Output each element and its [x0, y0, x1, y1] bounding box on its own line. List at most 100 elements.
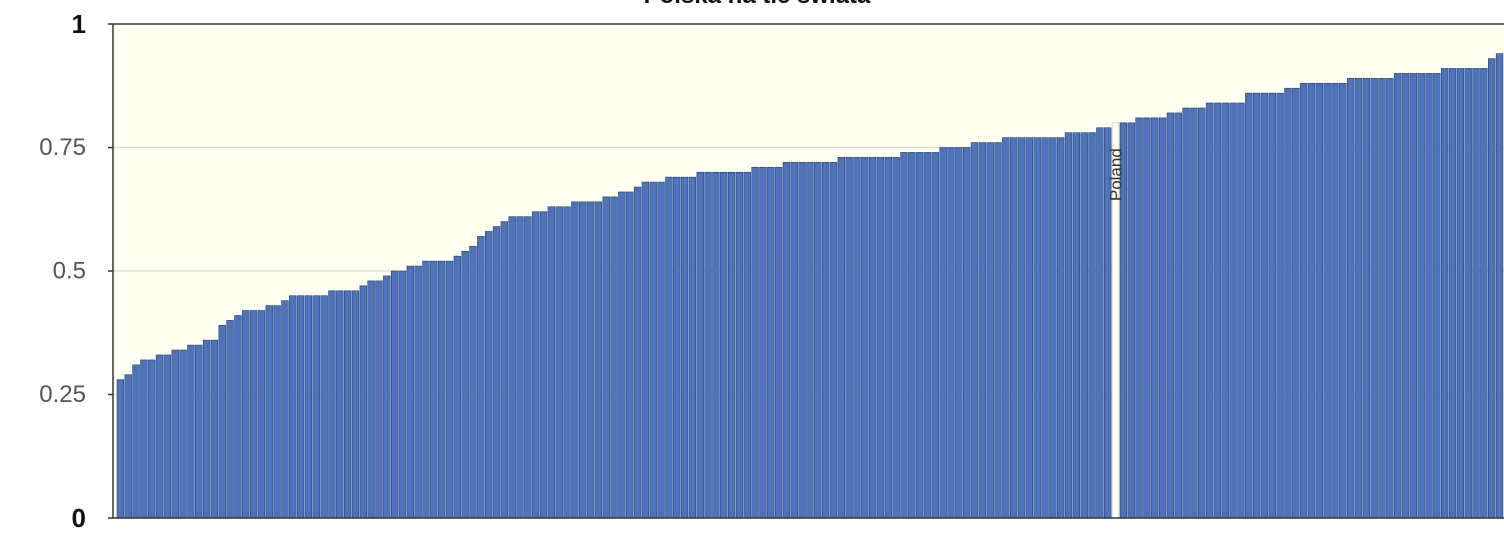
- bar: [453, 255, 461, 519]
- bar: [430, 260, 438, 519]
- bar: [320, 295, 328, 519]
- bar: [1456, 68, 1465, 519]
- bar: [390, 270, 399, 519]
- bar: [963, 147, 971, 519]
- bar: [226, 320, 234, 519]
- bar: [931, 152, 940, 519]
- bar: [1049, 137, 1057, 519]
- bar: [688, 176, 697, 519]
- bar: [1276, 92, 1284, 519]
- y-tick-label: 1: [72, 9, 86, 39]
- bar: [994, 142, 1002, 519]
- bar: [579, 201, 587, 519]
- bar: [477, 236, 485, 519]
- bar: [281, 300, 289, 519]
- bar: [304, 295, 313, 519]
- bar: [1268, 92, 1276, 519]
- y-tick-labels: 0 0.25 0.5 0.75 1: [39, 9, 86, 533]
- bar: [1041, 137, 1049, 519]
- bar: [947, 147, 955, 519]
- bar: [829, 162, 838, 519]
- bar: [336, 290, 344, 519]
- bar: [273, 305, 281, 519]
- bar: [978, 142, 987, 519]
- bar: [774, 166, 783, 519]
- bar: [1409, 73, 1418, 519]
- bar: [1346, 78, 1355, 519]
- bar: [915, 152, 924, 519]
- bar: [249, 310, 258, 519]
- bar: [649, 181, 657, 519]
- bar: [1441, 68, 1449, 519]
- bar: [1425, 73, 1433, 519]
- bar: [900, 152, 908, 519]
- bar: [351, 290, 360, 519]
- bar: [1464, 68, 1472, 519]
- bars: [116, 53, 1504, 519]
- annotations: Poland: [1107, 148, 1126, 201]
- bar: [155, 354, 164, 519]
- bar: [892, 157, 900, 519]
- bar: [1080, 132, 1088, 519]
- bar: [594, 201, 603, 519]
- bar: [696, 171, 704, 519]
- bar: [124, 374, 132, 519]
- bar: [296, 295, 305, 519]
- bar: [469, 246, 477, 519]
- bar: [1299, 82, 1308, 519]
- bar: [484, 231, 493, 519]
- bar: [1448, 68, 1457, 519]
- bar: [445, 260, 454, 519]
- bar: [1025, 137, 1034, 519]
- bar: [1229, 102, 1237, 519]
- bar: [383, 275, 391, 519]
- bar: [1064, 132, 1073, 519]
- bar: [289, 295, 297, 519]
- bar: [1072, 132, 1081, 519]
- bar: [610, 196, 618, 519]
- bar: [375, 280, 383, 519]
- bar: [1339, 82, 1347, 519]
- bar: [555, 206, 563, 519]
- bar: [1221, 102, 1229, 519]
- bar: [1331, 82, 1339, 519]
- bar: [798, 162, 806, 519]
- bar: [1323, 82, 1331, 519]
- bar: [563, 206, 571, 519]
- bar: [508, 216, 516, 519]
- bar: [1010, 137, 1018, 519]
- bar: [571, 201, 579, 519]
- bar: [673, 176, 681, 519]
- bar: [1182, 107, 1190, 519]
- bar: [1260, 92, 1269, 519]
- bar: [422, 260, 430, 519]
- y-tick-label: 0.75: [39, 134, 86, 161]
- bar: [1401, 73, 1410, 519]
- bar: [328, 290, 336, 519]
- bar: [539, 211, 548, 519]
- bar: [1166, 112, 1175, 519]
- bar: [234, 315, 242, 519]
- bar: [1143, 117, 1151, 519]
- bar: [1151, 117, 1159, 519]
- bar: [516, 216, 524, 519]
- bar: [837, 157, 845, 519]
- bar: [626, 191, 634, 519]
- bar: [767, 166, 775, 519]
- bar: [1378, 78, 1386, 519]
- bar: [1213, 102, 1222, 519]
- bar: [500, 221, 509, 519]
- bar: [1033, 137, 1041, 519]
- bar: [845, 157, 853, 519]
- bar: [1190, 107, 1198, 519]
- bar: [132, 364, 140, 519]
- bar: [242, 310, 250, 519]
- bar: [861, 157, 869, 519]
- bar: [406, 265, 414, 519]
- bar: [633, 186, 642, 519]
- bar: [704, 171, 712, 519]
- bar: [1284, 87, 1292, 519]
- bar: [1127, 122, 1135, 519]
- bar: [1488, 58, 1496, 519]
- bar: [171, 349, 179, 519]
